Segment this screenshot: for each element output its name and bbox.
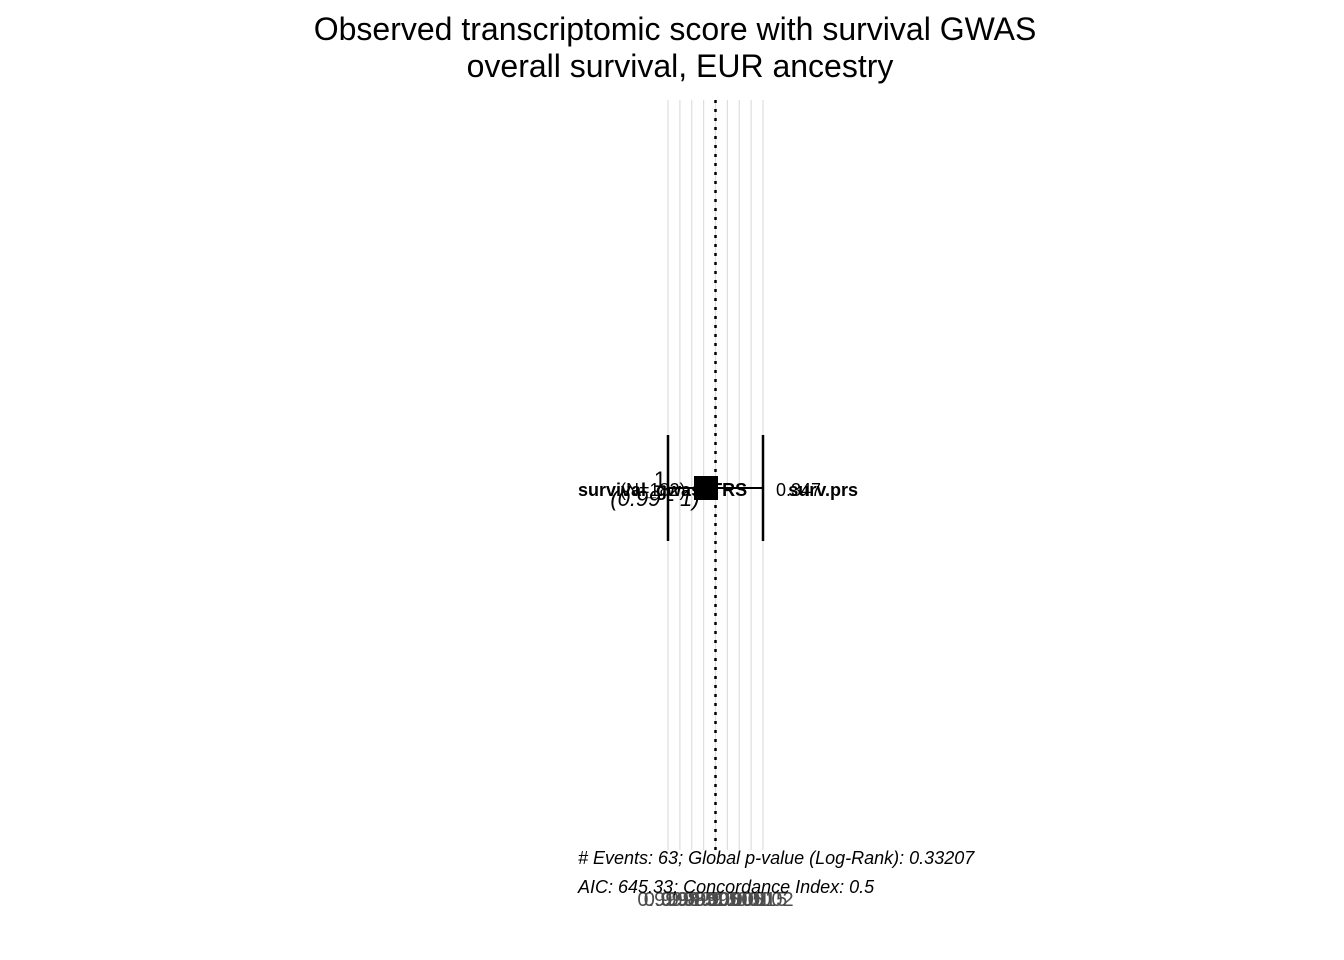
chart-subtitle: overall survival, EUR ancestry	[467, 48, 894, 84]
p-value-text: 0.347	[776, 480, 821, 500]
x-tick-label: 0.9998	[637, 889, 698, 911]
n-label: (N=182)	[620, 480, 686, 500]
row-label: surv.prs	[788, 480, 858, 500]
x-tick-label: 0.99995	[667, 889, 739, 911]
footer-events: # Events: 63; Global p-value (Log-Rank):…	[578, 848, 975, 868]
x-tick-label: 1.0001	[709, 889, 770, 911]
ci-text: (0.99 - 1)	[610, 486, 699, 511]
x-tick-label: 0.99985	[644, 889, 716, 911]
x-tick-label: 1	[710, 889, 721, 911]
footer-aic: AIC: 645.33; Concordance Index: 0.5	[577, 877, 875, 897]
x-tick-label: 1.00005	[691, 889, 763, 911]
x-tick-label: 0.9999	[661, 889, 722, 911]
forest-rows: survival_gwas_TRS(N=182)1(0.99 - 1) surv.…	[578, 435, 858, 541]
x-tick-label: 1.0002	[732, 889, 793, 911]
gridlines	[667, 100, 764, 850]
estimate-text: 1	[654, 467, 666, 492]
x-tick-label: 1.00015	[715, 889, 787, 911]
point-estimate	[694, 476, 718, 500]
variable-label: survival_gwas_TRS	[578, 480, 747, 500]
chart-title: Observed transcriptomic score with survi…	[314, 11, 1037, 47]
x-axis-ticks: 0.99980.999850.99990.9999511.000051.0001…	[637, 889, 793, 911]
